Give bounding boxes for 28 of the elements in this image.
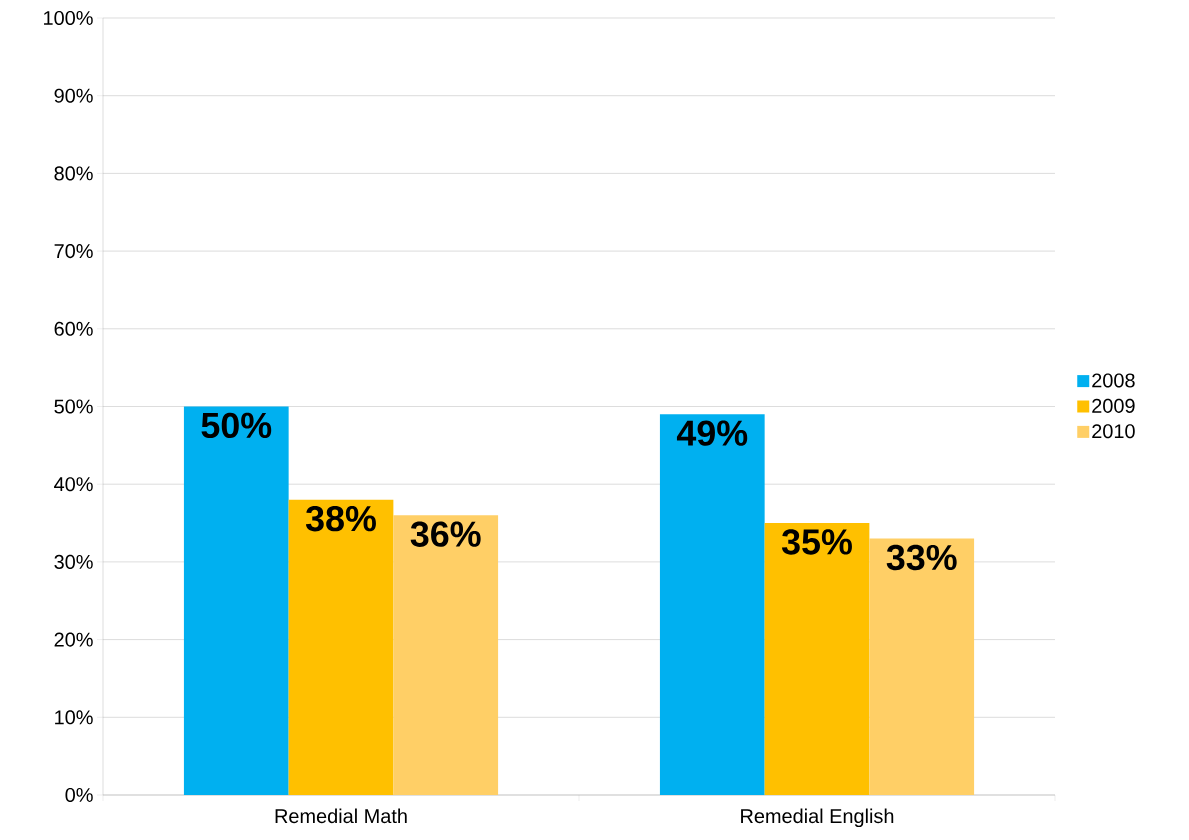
data-label: 35% bbox=[781, 529, 852, 555]
bar bbox=[659, 414, 765, 795]
bar bbox=[288, 499, 394, 795]
y-tick-label: 100% bbox=[44, 10, 93, 26]
data-label: 49% bbox=[676, 420, 748, 446]
data-label: 50% bbox=[201, 412, 272, 439]
y-tick-label: 20% bbox=[54, 632, 93, 647]
bar bbox=[393, 515, 499, 795]
legend-label: 2008 bbox=[1092, 373, 1135, 388]
data-label: 38% bbox=[305, 505, 376, 532]
y-tick-label: 90% bbox=[54, 88, 93, 103]
y-tick-label: 70% bbox=[54, 244, 93, 259]
bar bbox=[183, 406, 289, 795]
data-label: 36% bbox=[410, 521, 481, 547]
legend-label: 2010 bbox=[1092, 424, 1135, 439]
bar bbox=[869, 538, 975, 795]
y-tick-label: 60% bbox=[54, 321, 93, 336]
y-tick-label: 0% bbox=[65, 787, 93, 803]
y-tick-label: 30% bbox=[54, 554, 93, 569]
x-tick-label: Remedial Math bbox=[275, 808, 407, 824]
legend-label: 2009 bbox=[1092, 398, 1135, 413]
y-tick-label: 10% bbox=[55, 710, 93, 725]
y-tick-label: 80% bbox=[54, 166, 93, 181]
y-tick-label: 50% bbox=[54, 399, 93, 414]
x-tick-label: Remedial English bbox=[741, 808, 894, 828]
data-label: 33% bbox=[886, 544, 957, 571]
bar bbox=[764, 523, 870, 795]
y-tick-label: 40% bbox=[54, 477, 93, 492]
